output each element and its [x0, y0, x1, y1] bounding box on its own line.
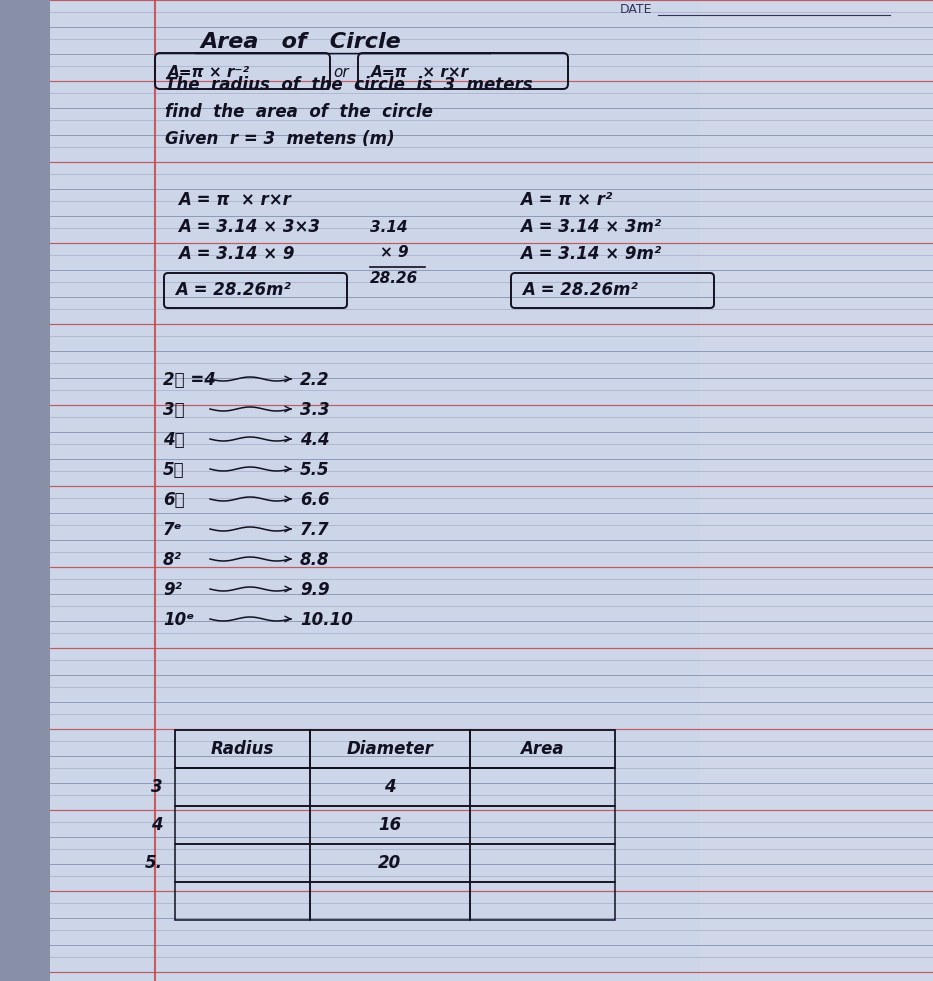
Text: A=π × r⁻²: A=π × r⁻²	[168, 65, 250, 80]
Text: A=π   × r×r: A=π × r×r	[371, 65, 469, 80]
Text: 3.3: 3.3	[300, 401, 329, 419]
Bar	[175, 806, 310, 844]
Text: 16: 16	[379, 816, 401, 834]
Text: 4ⓞ: 4ⓞ	[163, 431, 185, 449]
Text: × 9: × 9	[380, 245, 409, 260]
Text: Diameter: Diameter	[346, 740, 434, 758]
Bar	[470, 844, 615, 882]
Text: 5.5: 5.5	[300, 461, 329, 479]
Text: 10.10: 10.10	[300, 611, 353, 629]
Text: Area   of   Circle: Area of Circle	[200, 32, 401, 52]
Bar	[470, 882, 615, 920]
Text: 3: 3	[151, 778, 163, 796]
Bar	[175, 844, 310, 882]
Text: A = π × r²: A = π × r²	[520, 191, 612, 209]
Text: 6ⓞ: 6ⓞ	[163, 491, 185, 509]
Text: 10ᵉ: 10ᵉ	[163, 611, 194, 629]
Text: 8²: 8²	[163, 551, 182, 569]
Text: A = 28.26m²: A = 28.26m²	[522, 281, 638, 299]
Bar	[175, 768, 310, 806]
Bar	[470, 768, 615, 806]
Text: Area: Area	[521, 740, 564, 758]
Text: 4: 4	[151, 816, 163, 834]
Bar	[310, 730, 470, 768]
Text: 8.8: 8.8	[300, 551, 329, 569]
Text: 5ⓞ: 5ⓞ	[163, 461, 185, 479]
Text: 5.: 5.	[145, 854, 163, 872]
Text: A = π  × r×r: A = π × r×r	[178, 191, 291, 209]
Bar	[310, 806, 470, 844]
Text: 20: 20	[379, 854, 401, 872]
Text: A = 3.14 × 3m²: A = 3.14 × 3m²	[520, 218, 661, 236]
Text: 28.26: 28.26	[370, 271, 418, 286]
Text: 7.7: 7.7	[300, 521, 329, 539]
Text: 9²: 9²	[163, 581, 182, 599]
Text: 3ⓞ: 3ⓞ	[163, 401, 185, 419]
Bar	[310, 882, 470, 920]
Bar	[310, 844, 470, 882]
Text: A = 3.14 × 9m²: A = 3.14 × 9m²	[520, 245, 661, 263]
Text: or: or	[333, 65, 349, 80]
Bar	[175, 882, 310, 920]
Text: 4: 4	[384, 778, 396, 796]
Bar	[470, 806, 615, 844]
Bar	[470, 730, 615, 768]
Text: 3.14: 3.14	[370, 220, 408, 235]
Text: A = 3.14 × 3×3: A = 3.14 × 3×3	[178, 218, 320, 236]
Text: Given  r = 3  metens (m): Given r = 3 metens (m)	[165, 130, 395, 148]
Text: A = 3.14 × 9: A = 3.14 × 9	[178, 245, 295, 263]
Text: 4.4: 4.4	[300, 431, 329, 449]
Text: 9.9: 9.9	[300, 581, 329, 599]
Text: DATE: DATE	[620, 3, 652, 16]
Text: find  the  area  of  the  circle: find the area of the circle	[165, 103, 433, 121]
Text: 2ⓞ =4: 2ⓞ =4	[163, 371, 216, 389]
Text: Radius: Radius	[210, 740, 273, 758]
Text: A = 28.26m²: A = 28.26m²	[175, 281, 291, 299]
Bar	[0, 0, 50, 981]
Text: 7ᵉ: 7ᵉ	[163, 521, 183, 539]
Bar	[700, 0, 933, 981]
Text: 2.2: 2.2	[300, 371, 329, 389]
Text: 6.6: 6.6	[300, 491, 329, 509]
Bar	[310, 768, 470, 806]
Text: The  radius  of  the  circle  is  3  meters: The radius of the circle is 3 meters	[165, 76, 533, 94]
Bar	[175, 730, 310, 768]
